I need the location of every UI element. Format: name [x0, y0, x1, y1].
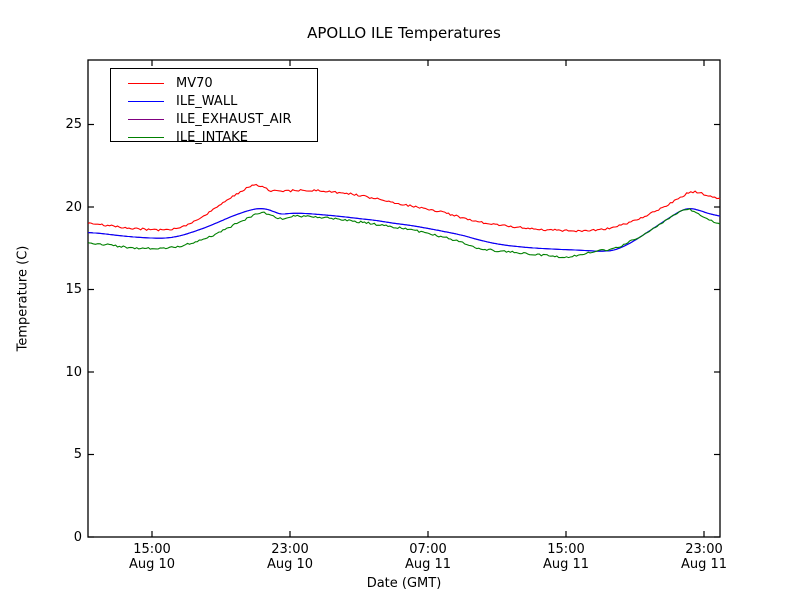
- legend-label: ILE_WALL: [176, 93, 238, 109]
- legend-label: MV70: [176, 75, 213, 91]
- chart-title: APOLLO ILE Temperatures: [307, 24, 501, 42]
- legend-item: ILE_EXHAUST_AIR: [111, 110, 317, 128]
- legend-line-ile-exhaust-air: [128, 118, 164, 120]
- y-tick-label: 15: [65, 282, 82, 297]
- x-axis-label: Date (GMT): [366, 576, 442, 591]
- y-axis-label: Temperature (C): [15, 245, 31, 352]
- legend-label: ILE_EXHAUST_AIR: [176, 111, 292, 127]
- y-tick-label: 0: [73, 529, 82, 545]
- x-tick-label: 07:00 Aug 11: [404, 542, 452, 572]
- y-tick-label: 20: [65, 199, 82, 215]
- legend-item: ILE_INTAKE: [111, 128, 317, 146]
- series-line-ile_wall: [88, 208, 721, 252]
- x-tick-label: 23:00 Aug 10: [266, 542, 314, 572]
- series-line-mv70: [87, 183, 721, 233]
- legend-line-mv70: [128, 82, 164, 84]
- x-tick-label: 15:00 Aug 10: [128, 542, 176, 572]
- legend: MV70 ILE_WALL ILE_EXHAUST_AIR ILE_INTAKE: [110, 68, 318, 144]
- legend-item: ILE_WALL: [111, 92, 317, 110]
- x-tick-label: 23:00 Aug 11: [680, 542, 728, 572]
- legend-label: ILE_INTAKE: [176, 129, 248, 145]
- y-tick-label: 25: [65, 117, 82, 132]
- legend-line-ile-intake: [128, 136, 164, 138]
- y-tick-label: 5: [73, 447, 82, 462]
- legend-item: MV70: [111, 74, 317, 92]
- series-line-ile_exhaust_air: [88, 208, 721, 252]
- y-tick-label: 10: [65, 364, 82, 380]
- x-tick-label: 15:00 Aug 11: [542, 542, 590, 572]
- series-line-ile_intake: [88, 208, 721, 259]
- legend-line-ile-wall: [128, 100, 164, 102]
